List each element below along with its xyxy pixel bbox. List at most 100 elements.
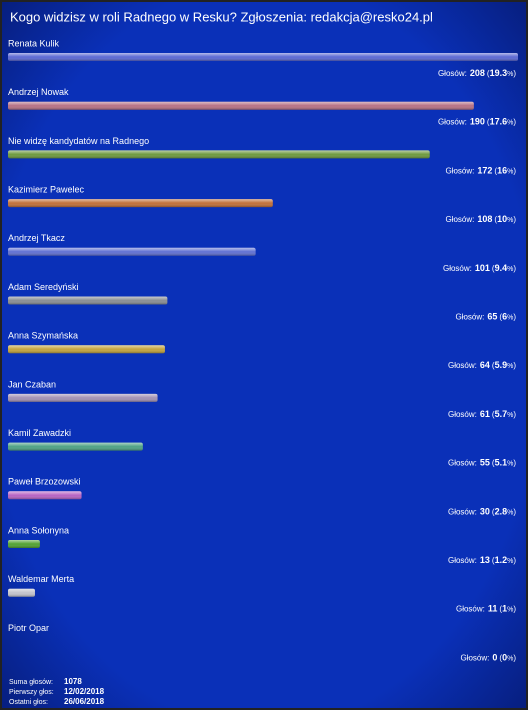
- paren-close: ): [513, 264, 516, 273]
- percent-unit: %: [507, 217, 513, 224]
- percent-unit: %: [507, 314, 513, 321]
- paren-close: ): [513, 410, 516, 419]
- summary-value: 12/02/2018: [64, 687, 105, 696]
- summary-label: Suma głosów:: [9, 679, 53, 686]
- percent-unit: %: [507, 168, 513, 175]
- votes-label: Głosów:: [455, 313, 484, 322]
- percent-unit: %: [507, 266, 513, 273]
- paren-close: ): [513, 69, 516, 78]
- votes: 61: [480, 409, 490, 419]
- votes: 208: [470, 68, 485, 78]
- paren-close: ): [513, 167, 516, 176]
- bar-shine: [8, 53, 518, 61]
- percent-unit: %: [507, 558, 513, 565]
- percent: 19.3: [490, 68, 508, 78]
- percent-unit: %: [507, 363, 513, 370]
- vote-count: Głosów: 108 (10%): [445, 214, 516, 224]
- percent: 10: [497, 214, 507, 224]
- option-name: Kazimierz Pawelec: [8, 184, 85, 194]
- paren-close: ): [513, 654, 516, 663]
- bar-shine: [8, 101, 474, 110]
- option-name: Paweł Brzozowski: [8, 477, 81, 487]
- option-name: Anna Sołonyna: [8, 525, 69, 535]
- vote-count: Głosów: 61 (5.7%): [448, 409, 516, 419]
- summary-value: 26/06/2018: [64, 697, 105, 706]
- paren-open: (: [492, 264, 495, 273]
- paren-close: ): [513, 118, 516, 127]
- paren-open: (: [494, 167, 497, 176]
- paren-open: (: [487, 69, 490, 78]
- percent-unit: %: [507, 120, 513, 127]
- paren-close: ): [513, 507, 516, 516]
- paren-open: (: [492, 361, 495, 370]
- percent: 16: [497, 166, 507, 176]
- summary-label: Pierwszy głos:: [9, 689, 54, 696]
- votes: 101: [475, 263, 490, 273]
- bar-shine: [8, 296, 168, 305]
- poll-title: Kogo widzisz w roli Radnego w Resku? Zgł…: [10, 9, 433, 24]
- paren-open: (: [487, 118, 490, 127]
- paren-close: ): [513, 605, 516, 614]
- paren-open: (: [492, 459, 495, 468]
- vote-count: Głosów: 190 (17.6%): [438, 117, 516, 127]
- paren-open: (: [499, 605, 502, 614]
- vote-count: Głosów: 172 (16%): [445, 166, 516, 176]
- percent: 5.1: [495, 458, 508, 468]
- option-name: Andrzej Tkacz: [8, 233, 65, 243]
- paren-open: (: [492, 410, 495, 419]
- option-name: Adam Seredyński: [8, 282, 79, 292]
- votes-label: Głosów:: [445, 167, 474, 176]
- paren-close: ): [513, 361, 516, 370]
- votes-label: Głosów:: [448, 507, 477, 516]
- paren-open: (: [492, 556, 495, 565]
- votes-label: Głosów:: [445, 215, 474, 224]
- votes: 190: [470, 117, 485, 127]
- option-name: Nie widzę kandydatów na Radnego: [8, 136, 149, 146]
- votes-label: Głosów:: [456, 605, 485, 614]
- percent-unit: %: [507, 607, 513, 614]
- paren-open: (: [492, 507, 495, 516]
- vote-count: Głosów: 55 (5.1%): [448, 458, 516, 468]
- percent-unit: %: [507, 655, 513, 662]
- votes: 172: [477, 166, 492, 176]
- option-name: Waldemar Merta: [8, 574, 74, 584]
- percent: 5.9: [495, 361, 508, 371]
- paren-close: ): [513, 459, 516, 468]
- bar-shine: [8, 150, 430, 159]
- percent-unit: %: [507, 509, 513, 516]
- vote-count: Głosów: 0 (0%): [460, 653, 516, 663]
- votes: 0: [492, 653, 497, 663]
- vote-count: Głosów: 30 (2.8%): [448, 507, 516, 517]
- percent: 6: [502, 312, 507, 322]
- percent: 2.8: [495, 507, 508, 517]
- percent: 9.4: [495, 263, 508, 273]
- votes-label: Głosów:: [460, 654, 489, 663]
- paren-close: ): [513, 556, 516, 565]
- votes: 55: [480, 458, 490, 468]
- votes: 108: [477, 214, 492, 224]
- vote-count: Głosów: 65 (6%): [455, 312, 516, 322]
- percent: 1: [502, 604, 507, 614]
- votes-label: Głosów:: [448, 459, 477, 468]
- paren-open: (: [499, 313, 502, 322]
- bar-shine: [8, 442, 143, 451]
- bar-shine: [8, 247, 256, 256]
- option-name: Anna Szymańska: [8, 331, 78, 341]
- votes-label: Głosów:: [438, 69, 467, 78]
- option-name: Kamil Zawadzki: [8, 428, 71, 438]
- vote-count: Głosów: 208 (19.3%): [438, 68, 516, 78]
- percent: 17.6: [490, 117, 508, 127]
- vote-count: Głosów: 11 (1%): [456, 604, 516, 614]
- votes-label: Głosów:: [443, 264, 472, 273]
- bar-shine: [8, 393, 158, 402]
- paren-open: (: [494, 215, 497, 224]
- paren-open: (: [499, 654, 502, 663]
- votes-label: Głosów:: [438, 118, 467, 127]
- option-name: Piotr Opar: [8, 623, 49, 633]
- option-name: Renata Kulik: [8, 38, 60, 48]
- bar-shine: [8, 588, 35, 597]
- percent: 0: [502, 653, 507, 663]
- percent-unit: %: [507, 460, 513, 467]
- votes-label: Głosów:: [448, 361, 477, 370]
- votes: 11: [488, 604, 498, 614]
